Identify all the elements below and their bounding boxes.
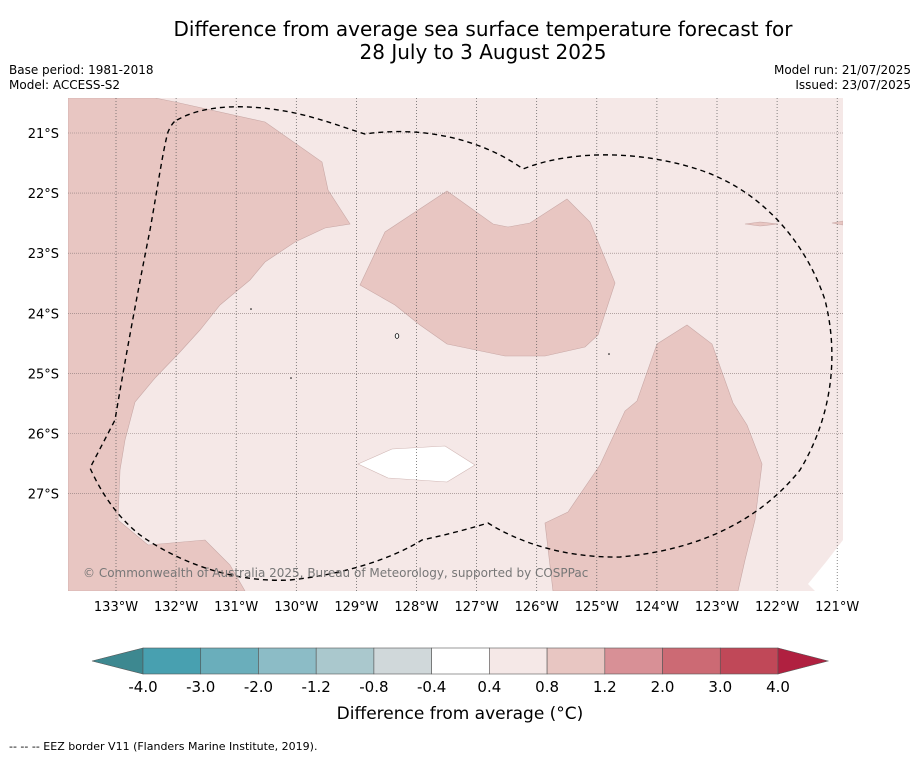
longitude-label: 124°W (635, 600, 679, 615)
latitude-label: 24°S (28, 307, 59, 322)
colorbar-segment (489, 647, 548, 675)
colorbar-tick-label: 4.0 (766, 678, 790, 696)
colorbar-tick-label: -2.0 (244, 678, 273, 696)
warm-patch-central (359, 190, 616, 357)
colorbar-segment (315, 647, 375, 675)
latitude-label: 23°S (28, 247, 59, 262)
longitude-label: 127°W (455, 600, 499, 615)
latitude-label: 27°S (28, 488, 59, 503)
island-marker (394, 333, 400, 339)
map-area: © Commonwealth of Australia 2025, Bureau… (68, 98, 843, 591)
colorbar-tick-label: 0.8 (535, 678, 559, 696)
colorbar-tick-label: 1.2 (593, 678, 617, 696)
colorbar-tick-label: 3.0 (708, 678, 732, 696)
neutral-patch-corner (808, 540, 843, 591)
warm-patch-west (68, 98, 351, 591)
longitude-label: 133°W (94, 600, 138, 615)
island-marker (290, 377, 292, 379)
colorbar-tick-label: -0.8 (359, 678, 388, 696)
colorbar-over-arrow (777, 647, 830, 675)
colorbar-under-arrow (91, 647, 144, 675)
colorbar-segment (546, 647, 606, 675)
colorbar-tick-label: -0.4 (417, 678, 446, 696)
latitude-label: 21°S (28, 127, 59, 142)
colorbar-segment (258, 647, 317, 675)
colorbar-segment (142, 647, 202, 675)
warm-patch-east-small (744, 221, 779, 227)
longitude-label: 130°W (274, 600, 318, 615)
latitude-label: 25°S (28, 367, 59, 382)
longitude-gridlines (115, 98, 838, 591)
colorbar-segments (142, 647, 779, 675)
colorbar: -4.0 -3.0 -2.0 -1.2 -0.8 -0.4 0.4 0.8 1.2 2.0 3.0 4… (91, 647, 830, 696)
issued-text: Issued: 23/07/2025 (795, 78, 911, 92)
eez-border (89, 106, 833, 581)
latitude-label: 22°S (28, 187, 59, 202)
longitude-label: 122°W (755, 600, 799, 615)
longitude-label: 126°W (515, 600, 559, 615)
longitude-label: 131°W (214, 600, 258, 615)
colorbar-tick-label: -4.0 (128, 678, 157, 696)
colorbar-tick-label: -1.2 (302, 678, 331, 696)
title-line-1: Difference from average sea surface temp… (173, 17, 793, 41)
colorbar-tick-labels: -4.0 -3.0 -2.0 -1.2 -0.8 -0.4 0.4 0.8 1.2 2.0 3.0 4… (128, 678, 790, 696)
meta-right: Model run: 21/07/2025 Issued: 23/07/2025 (774, 63, 911, 93)
colorbar-segment (373, 647, 432, 675)
colorbar-segment (662, 647, 721, 675)
colorbar-tick-label: 0.4 (477, 678, 501, 696)
longitude-label: 132°W (154, 600, 198, 615)
colorbar-title: Difference from average (°C) (336, 704, 584, 724)
longitude-label: 121°W (815, 600, 859, 615)
colorbar-tick-label: 2.0 (651, 678, 675, 696)
eez-legend-note: -- -- -- EEZ border V11 (Flanders Marine… (9, 740, 318, 753)
map-title: Difference from average sea surface temp… (60, 18, 906, 64)
colorbar-segment (200, 647, 259, 675)
longitude-label: 129°W (334, 600, 378, 615)
island-marker (250, 308, 252, 310)
island-marker (608, 353, 610, 355)
longitude-labels: 133°W 132°W 131°W 130°W 129°W 128°W 127°W 126°W… (94, 600, 860, 615)
colorbar-segment (719, 647, 779, 675)
model-run-text: Model run: 21/07/2025 (773, 63, 911, 77)
colorbar-segment (431, 647, 490, 675)
model-text: Model: ACCESS-S2 (9, 78, 121, 92)
meta-left: Base period: 1981-2018 Model: ACCESS-S2 (9, 63, 154, 93)
title-line-2: 28 July to 3 August 2025 (359, 40, 607, 64)
copyright-text: © Commonwealth of Australia 2025, Bureau… (83, 566, 588, 580)
base-period-text: Base period: 1981-2018 (9, 63, 154, 77)
latitude-labels: 21°S 22°S 23°S 24°S 25°S 26°S 27°S (28, 127, 59, 503)
colorbar-segment (604, 647, 663, 675)
longitude-label: 123°W (695, 600, 739, 615)
longitude-label: 125°W (575, 600, 619, 615)
latitude-label: 26°S (28, 428, 59, 443)
longitude-label: 128°W (394, 600, 438, 615)
colorbar-tick-label: -3.0 (186, 678, 215, 696)
